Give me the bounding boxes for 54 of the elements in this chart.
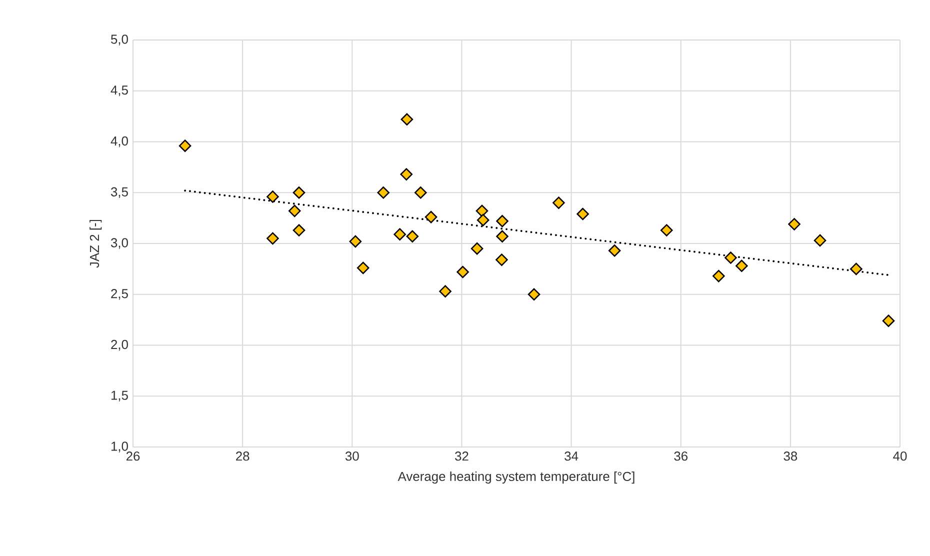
y-tick-label: 1,5 [111, 390, 128, 402]
point [292, 186, 306, 199]
point [496, 214, 508, 228]
y-tick-label: 4,5 [110, 86, 128, 96]
point [456, 266, 469, 278]
x-tick-label: 28 [236, 452, 250, 461]
point [414, 186, 427, 199]
point [266, 232, 279, 245]
point [476, 214, 490, 226]
x-tick-label: 36 [674, 452, 688, 461]
point [356, 262, 370, 274]
point [882, 314, 895, 327]
y-tick-label: 1,0 [111, 442, 128, 452]
point [266, 190, 279, 203]
y-tick-label: 2,0 [111, 340, 128, 351]
point [439, 285, 452, 298]
point [400, 168, 413, 180]
point [724, 252, 737, 264]
point [788, 218, 800, 230]
point [288, 204, 301, 218]
point [496, 230, 508, 243]
point [552, 196, 565, 209]
x-tick-label: 40 [893, 452, 907, 461]
y-axis-title: JAZ 2 [-] [90, 220, 102, 268]
point [576, 208, 589, 220]
point [292, 224, 306, 236]
point [528, 288, 540, 301]
y-tick-label: 3,0 [110, 238, 128, 249]
x-tick-label: 26 [126, 452, 140, 461]
x-tick-label: 34 [564, 452, 578, 461]
y-tick-label: 2,5 [111, 289, 128, 300]
point [400, 113, 414, 126]
y-tick-label: 5,0 [110, 34, 128, 46]
point [406, 230, 419, 243]
point [424, 210, 438, 224]
point [814, 234, 826, 247]
point [496, 254, 508, 266]
y-tick-label: 3,5 [110, 187, 128, 198]
point [850, 262, 862, 276]
point [608, 244, 621, 257]
x-tick-label: 38 [784, 452, 798, 461]
point [712, 270, 725, 282]
y-tick-label: 4,0 [110, 136, 128, 148]
point [660, 224, 673, 236]
point [736, 260, 748, 272]
point [394, 228, 406, 240]
x-tick-label: 32 [455, 452, 468, 461]
x-tick-label: 30 [345, 452, 359, 461]
point [377, 186, 390, 199]
point [178, 140, 192, 152]
point [470, 242, 484, 255]
x-axis-title: Average heating system temperature [°C] [398, 472, 634, 484]
point [349, 235, 362, 248]
point [476, 204, 488, 218]
